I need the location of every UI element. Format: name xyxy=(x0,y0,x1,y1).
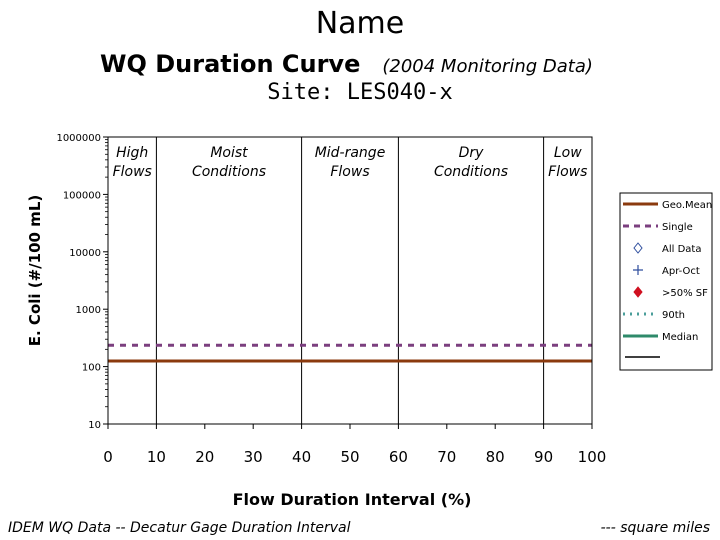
chart-subtitle: WQ Duration Curve xyxy=(100,50,361,78)
zone-label-line-1: High xyxy=(116,145,148,161)
x-tick-label: 50 xyxy=(340,448,359,466)
x-tick-label: 0 xyxy=(103,448,113,466)
x-tick-label: 40 xyxy=(292,448,311,466)
x-tick-label: 100 xyxy=(578,448,607,466)
legend-label-apr-oct: Apr-Oct xyxy=(662,266,700,277)
legend-label-90th: 90th xyxy=(662,310,685,321)
zone-label-line-2: Flows xyxy=(113,164,152,180)
legend-label-50-sf: >50% SF xyxy=(662,288,708,299)
x-tick-label: 20 xyxy=(195,448,214,466)
subtitle-row: WQ Duration Curve (2004 Monitoring Data) xyxy=(100,50,660,78)
zone-label-2: Mid-range Flows xyxy=(315,145,386,180)
zone-label-line-2: Flows xyxy=(330,164,369,180)
legend-swatch-all-data xyxy=(633,242,643,254)
legend: Geo.Mean Single All Data Apr-Oct >50% SF 90th… xyxy=(619,192,713,371)
x-tick-label: 70 xyxy=(437,448,456,466)
zone-label-line-2: Conditions xyxy=(434,164,508,180)
legend-swatch-50-sf xyxy=(633,286,643,298)
zone-label-0: High Flows xyxy=(113,145,152,180)
x-axis-title: Flow Duration Interval (%) xyxy=(233,490,472,509)
zone-label-line-2: Flows xyxy=(548,164,587,180)
y-axis-title: E. Coli (#/100 mL) xyxy=(26,195,44,346)
y-tick-label: 1000 xyxy=(76,305,101,316)
legend-label-median: Median xyxy=(662,332,698,343)
legend-label-single: Single xyxy=(662,222,693,233)
legend-label-all-data: All Data xyxy=(662,244,701,255)
zone-label-3: Dry Conditions xyxy=(434,145,508,180)
legend-swatch-apr-oct xyxy=(633,265,643,275)
x-tick-label: 80 xyxy=(486,448,505,466)
zone-label-1: Moist Conditions xyxy=(192,145,266,180)
series-layer xyxy=(108,343,592,363)
plot-area xyxy=(107,136,593,425)
zone-label-line-1: Moist xyxy=(210,145,248,161)
subtitle-note: (2004 Monitoring Data) xyxy=(382,56,593,77)
zone-label-line-1: Low xyxy=(554,145,582,161)
zone-label-line-1: Mid-range xyxy=(315,145,386,161)
zone-label-line-1: Dry xyxy=(459,145,485,161)
footer-area-note: --- square miles xyxy=(600,520,710,536)
y-tick-label: 100000 xyxy=(63,190,101,201)
y-tick-label: 10000 xyxy=(69,248,101,259)
y-tick-label: 1000000 xyxy=(56,133,101,144)
legend-box xyxy=(619,192,713,371)
x-tick-label: 90 xyxy=(534,448,553,466)
legend-label-geo-mean: Geo.Mean xyxy=(662,200,712,211)
chart-name: Name xyxy=(315,6,405,41)
y-tick-label: 10 xyxy=(88,420,101,431)
site-label: Site: LES040-x xyxy=(267,80,453,105)
x-tick-label: 60 xyxy=(389,448,408,466)
zone-layer: High Flows Moist Conditions Mid-range Flows Dr… xyxy=(113,137,587,424)
zone-label-4: Low Flows xyxy=(548,145,587,180)
x-tick-label: 10 xyxy=(147,448,166,466)
footer-source-note: IDEM WQ Data -- Decatur Gage Duration In… xyxy=(8,520,351,536)
x-tick-label: 30 xyxy=(244,448,263,466)
zone-label-line-2: Conditions xyxy=(192,164,266,180)
y-tick-label: 100 xyxy=(82,363,101,374)
